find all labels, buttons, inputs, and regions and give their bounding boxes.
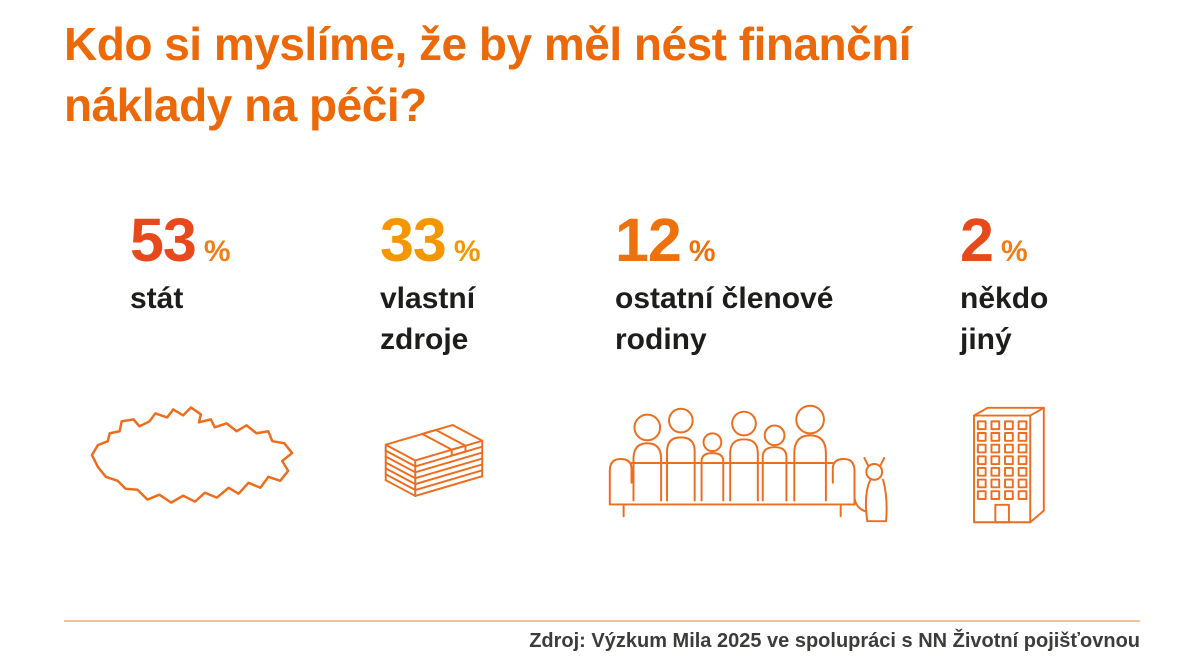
stat-label: stát (130, 282, 184, 315)
percent-sign: % (688, 235, 716, 268)
page-title: Kdo si myslíme, že by měl nést finanční … (64, 18, 912, 131)
stat-column-nekdo-jiny: 2 % někdo jiný (960, 210, 1070, 360)
stat-column-stat: 53 % stát (130, 210, 231, 320)
stat-column-ostatni-clenove-rodiny: 12 % ostatní členové rodiny (615, 210, 895, 360)
family-on-sofa-icon (596, 388, 892, 536)
footer-divider (64, 620, 1140, 622)
czech-map-icon (84, 388, 302, 534)
stat-value: 12 (615, 206, 682, 274)
stat-value-row: 2 % (960, 210, 1070, 271)
percent-sign: % (453, 235, 481, 268)
stat-value-row: 53 % (130, 210, 231, 271)
stat-label: někdo jiný (960, 282, 1049, 356)
stat-value: 33 (380, 206, 447, 274)
stat-column-vlastni-zdroje: 33 % vlastní zdroje (380, 210, 530, 360)
stat-value-row: 12 % (615, 210, 895, 271)
percent-sign: % (1000, 235, 1028, 268)
banknotes-stack-icon (368, 412, 496, 508)
stat-value-row: 33 % (380, 210, 530, 271)
stat-value: 2 (960, 206, 994, 274)
stat-value: 53 (130, 206, 197, 274)
stat-label: vlastní zdroje (380, 282, 476, 356)
office-building-icon (962, 402, 1050, 530)
stat-label: ostatní členové rodiny (615, 282, 834, 356)
source-note: Zdroj: Výzkum Mila 2025 ve spolupráci s … (529, 630, 1140, 652)
percent-sign: % (203, 235, 231, 268)
